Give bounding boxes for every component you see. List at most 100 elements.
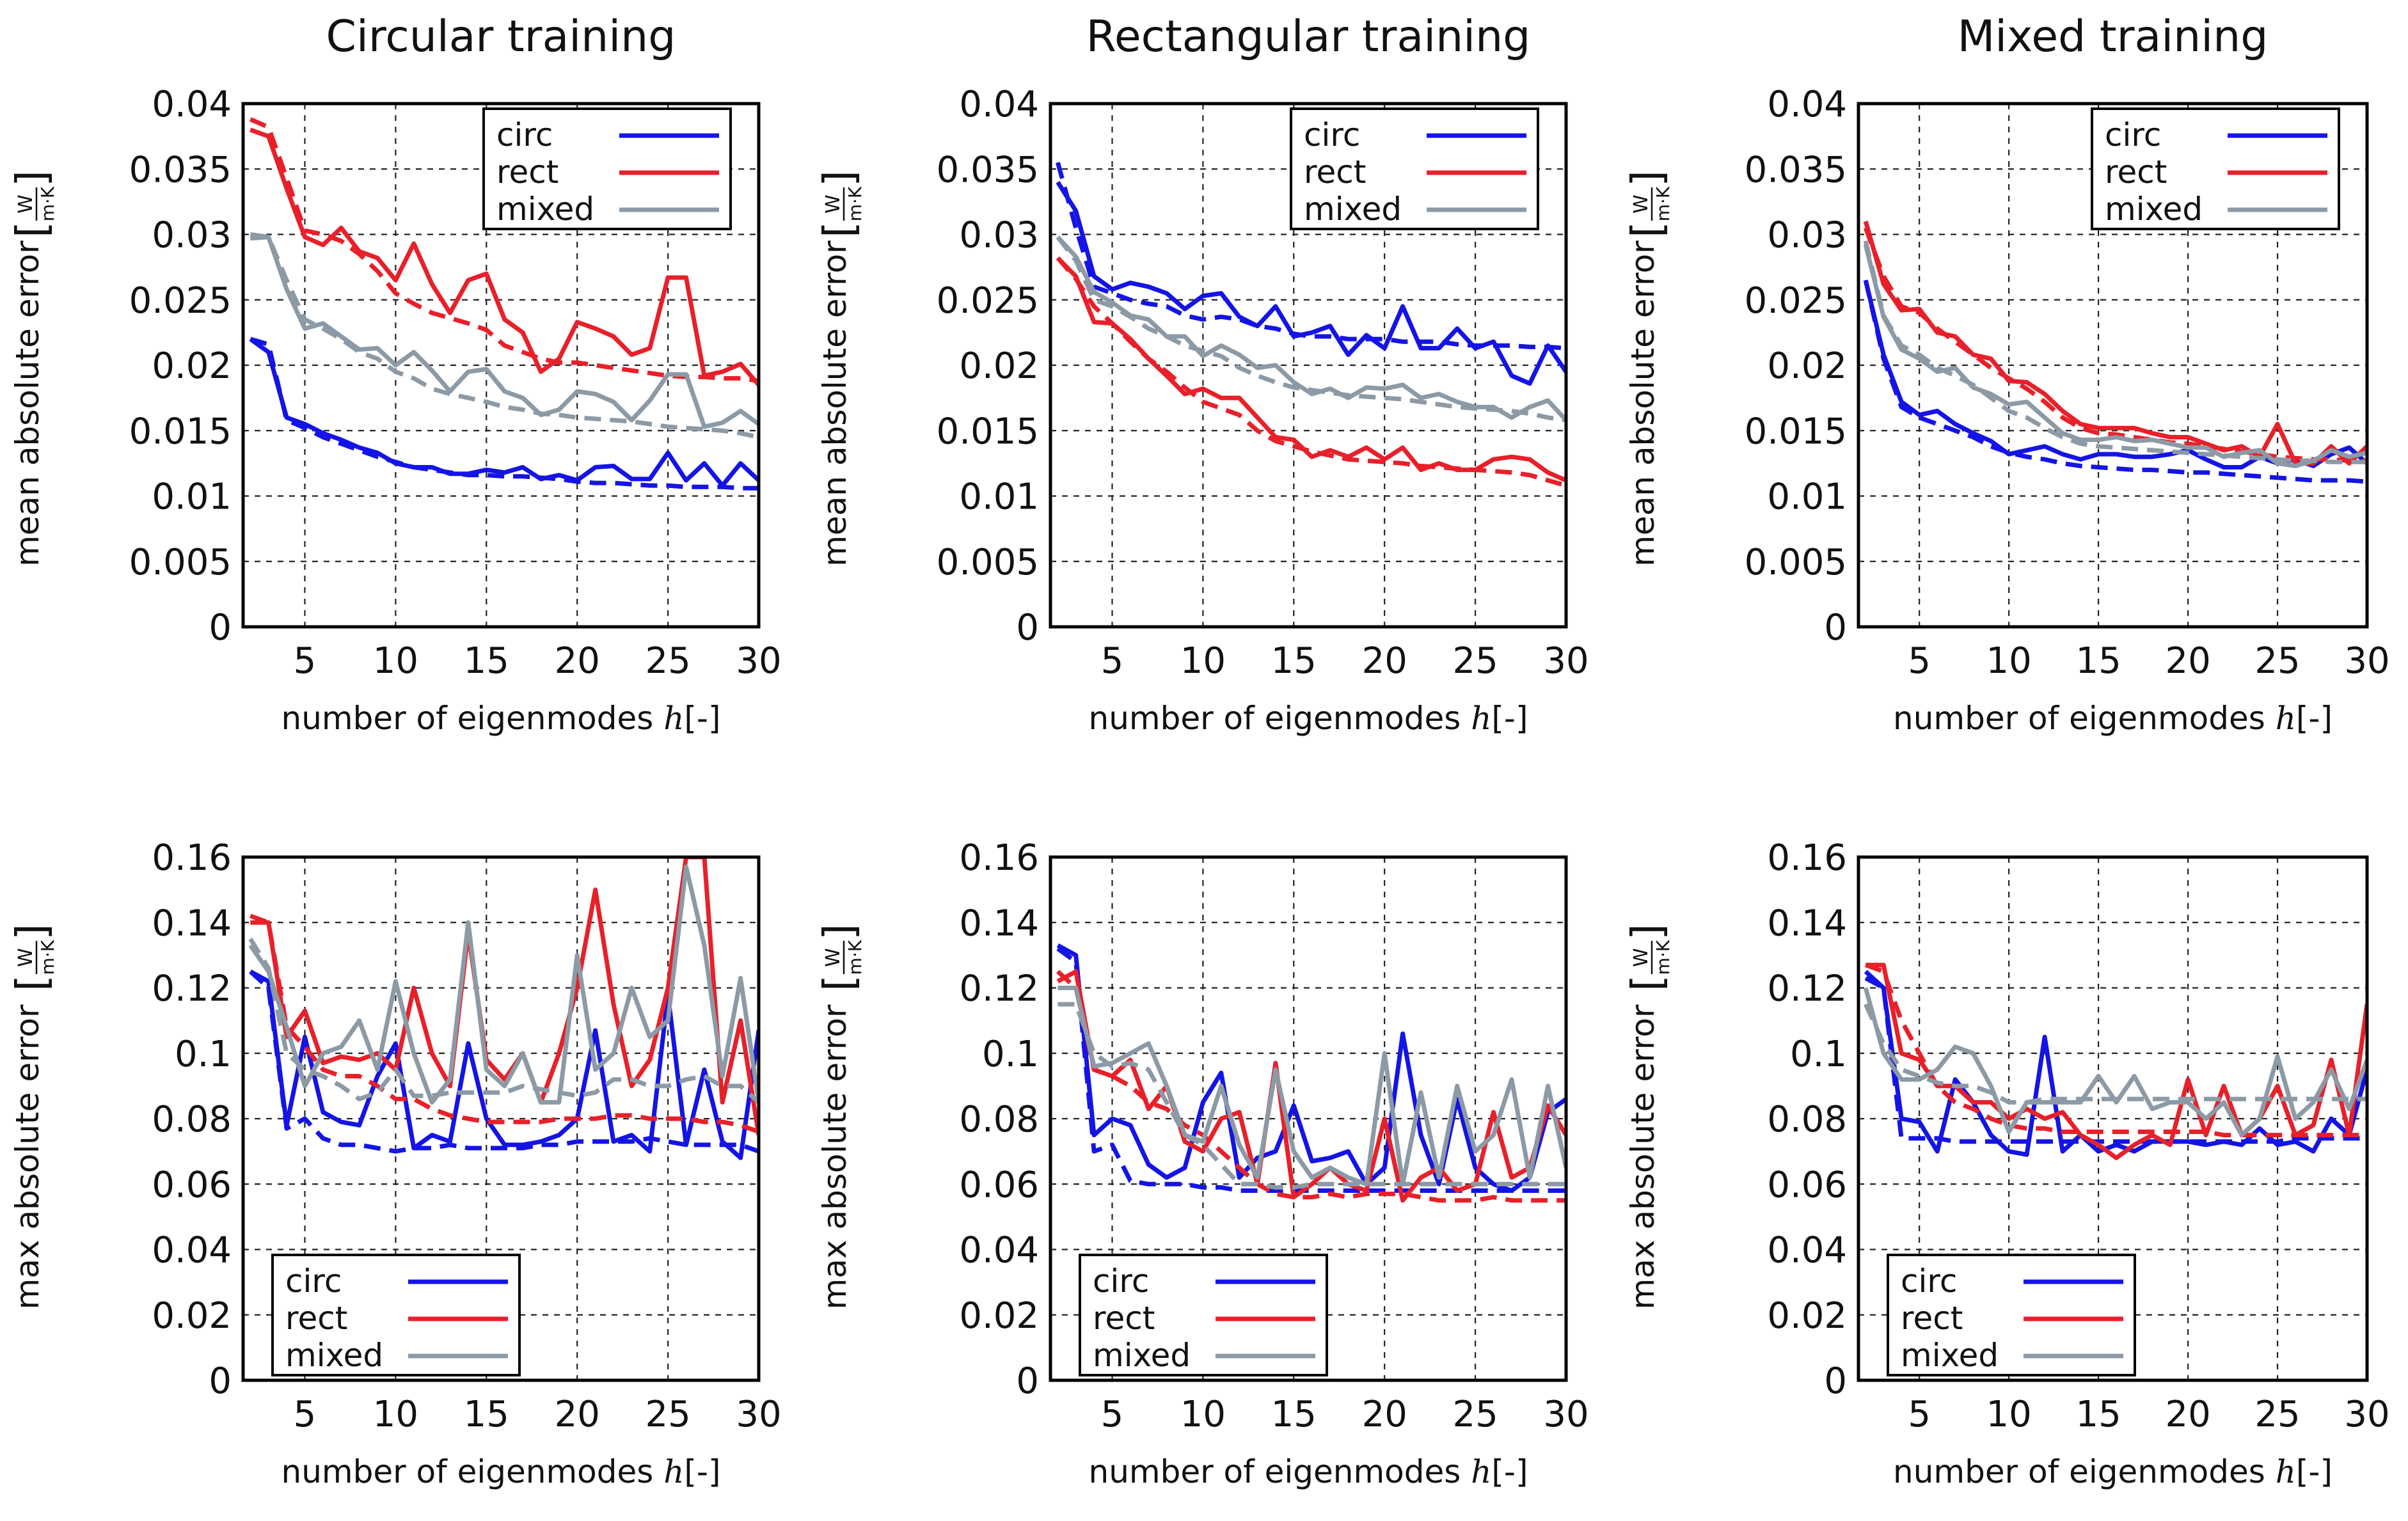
plot-frame bbox=[241, 855, 761, 1382]
series-line-mixed-solid bbox=[1863, 987, 2367, 1138]
y-axis-unit-numerator: W bbox=[822, 194, 844, 214]
series-line-rect-dashed bbox=[250, 913, 759, 1134]
y-tick-label: 0.025 bbox=[129, 280, 232, 322]
legend-label-circ: circ bbox=[285, 1263, 342, 1300]
x-axis-label-unit: [-] bbox=[1491, 700, 1528, 737]
x-tick-label: 30 bbox=[1543, 1394, 1588, 1435]
x-axis-label-unit: [-] bbox=[684, 700, 720, 737]
x-tick-label: 10 bbox=[1986, 640, 2032, 682]
y-tick-label: 0.015 bbox=[129, 411, 232, 452]
y-axis-label-text: max absolute error bbox=[9, 1004, 46, 1309]
y-tick-label: 0.04 bbox=[152, 1230, 232, 1272]
legend-label-mixed: mixed bbox=[1093, 1337, 1191, 1374]
y-axis-unit-bracket-close: ] bbox=[7, 924, 56, 940]
x-tick-label: 25 bbox=[2254, 640, 2300, 682]
y-tick-label: 0 bbox=[1824, 1360, 1847, 1402]
x-tick-label: 5 bbox=[294, 1394, 317, 1435]
y-tick-label: 0 bbox=[209, 607, 232, 649]
y-tick-label: 0.02 bbox=[152, 1295, 232, 1337]
y-tick-label: 0.08 bbox=[959, 1099, 1039, 1140]
x-axis-label-text: number of eigenmodes bbox=[1893, 700, 2276, 737]
series-line-circ-dashed bbox=[1056, 947, 1566, 1193]
x-tick-label: 20 bbox=[555, 1394, 600, 1435]
x-tick-label: 15 bbox=[464, 1394, 509, 1435]
y-axis-label-text: mean absolute error bbox=[816, 240, 853, 567]
x-axis-label-unit: [-] bbox=[2296, 700, 2333, 737]
chart-panel-1: Circular training 0 0.005 0.01 0.015 0.02 0.02… bbox=[7, 12, 782, 737]
series-line-mixed-dashed bbox=[1056, 235, 1566, 423]
x-axis-label-unit: [-] bbox=[1491, 1453, 1528, 1490]
x-axis-label-variable: h bbox=[1471, 700, 1491, 737]
plot-frame bbox=[1857, 855, 2369, 1382]
y-axis-unit-denominator: m·K bbox=[37, 940, 58, 975]
series-group bbox=[1056, 943, 1566, 1203]
y-tick-label: 0.035 bbox=[1745, 149, 1847, 191]
y-axis-unit-bracket-open: [ bbox=[1622, 221, 1672, 238]
series-line-circ-dashed bbox=[1864, 976, 2367, 1144]
series-line-circ-solid bbox=[1864, 970, 2367, 1157]
y-tick-label: 0.14 bbox=[959, 902, 1039, 944]
chart-panel-4: 0 0.02 0.04 0.06 0.08 0.1 0.12 0.14 0.16 5 10 15 20 2… bbox=[7, 837, 782, 1490]
x-tick-label: 20 bbox=[555, 640, 600, 682]
y-axis-unit-bracket-open: [ bbox=[1622, 975, 1672, 991]
chart-panel-5: 0 0.02 0.04 0.06 0.08 0.1 0.12 0.14 0.16 5 10 15 20 2… bbox=[814, 837, 1589, 1490]
chart-panel-6: 0 0.02 0.04 0.06 0.08 0.1 0.12 0.14 0.16 5 10 15 20 2… bbox=[1622, 837, 2390, 1490]
series-group bbox=[1056, 162, 1566, 488]
x-axis-label-variable: h bbox=[2276, 700, 2296, 737]
x-tick-label: 5 bbox=[1101, 1394, 1124, 1435]
y-tick-label: 0.02 bbox=[1767, 345, 1847, 387]
plot-frame bbox=[1049, 102, 1568, 629]
legend-label-rect: rect bbox=[496, 154, 558, 191]
y-axis-unit-bracket-open: [ bbox=[814, 221, 864, 238]
series-line-mixed-solid bbox=[1863, 244, 2367, 468]
y-tick-label: 0.04 bbox=[1767, 84, 1847, 125]
x-tick-label: 10 bbox=[373, 640, 418, 682]
x-axis-label: number of eigenmodes h[-] bbox=[281, 1453, 721, 1490]
series-line-rect-dashed bbox=[1865, 963, 2367, 1138]
y-axis-label: mean absolute error [] W m·K bbox=[814, 170, 866, 567]
series-line-circ-dashed bbox=[1056, 162, 1566, 351]
legend-label-mixed: mixed bbox=[2105, 191, 2203, 228]
x-tick-label: 5 bbox=[294, 640, 317, 682]
x-axis-label: number of eigenmodes h[-] bbox=[281, 700, 721, 737]
y-tick-label: 0.16 bbox=[152, 837, 232, 879]
chart-title: Mixed training bbox=[1958, 12, 2269, 62]
series-line-mixed-solid bbox=[248, 864, 759, 1105]
series-line-rect-solid bbox=[1863, 221, 2367, 466]
legend-label-mixed: mixed bbox=[1901, 1337, 1999, 1374]
y-tick-label: 0.02 bbox=[152, 345, 232, 387]
x-tick-label: 10 bbox=[1180, 1394, 1226, 1435]
y-tick-label: 0.01 bbox=[1767, 477, 1847, 518]
x-tick-label: 5 bbox=[1908, 1394, 1931, 1435]
y-tick-label: 0.005 bbox=[937, 542, 1039, 583]
x-tick-label: 30 bbox=[2344, 1394, 2389, 1435]
series-line-rect-solid bbox=[1056, 969, 1566, 1203]
y-axis-label: max absolute error [] W m·K bbox=[1622, 924, 1674, 1309]
y-tick-label: 0.04 bbox=[959, 1230, 1039, 1272]
y-axis-label-text: mean absolute error bbox=[9, 240, 46, 567]
x-tick-label: 10 bbox=[1986, 1394, 2032, 1435]
x-axis-label-variable: h bbox=[2276, 1453, 2296, 1490]
plot-frame bbox=[241, 102, 761, 629]
y-tick-label: 0.08 bbox=[152, 1099, 232, 1140]
chart-title: Rectangular training bbox=[1086, 12, 1531, 62]
y-tick-label: 0.01 bbox=[152, 477, 232, 518]
x-tick-label: 20 bbox=[1362, 1394, 1407, 1435]
y-axis-unit-numerator: W bbox=[822, 948, 844, 967]
x-axis-label: number of eigenmodes h[-] bbox=[1893, 700, 2333, 737]
y-tick-label: 0.02 bbox=[1767, 1295, 1847, 1337]
y-axis-unit-bracket-close: ] bbox=[1622, 924, 1672, 940]
y-tick-label: 0.06 bbox=[1767, 1164, 1847, 1206]
y-tick-label: 0.02 bbox=[959, 345, 1039, 387]
series-line-mixed-solid bbox=[250, 232, 759, 429]
y-tick-label: 0.005 bbox=[129, 542, 232, 583]
plot-frame bbox=[1857, 102, 2369, 629]
x-axis-label: number of eigenmodes h[-] bbox=[1893, 1453, 2333, 1490]
y-tick-label: 0.015 bbox=[937, 411, 1039, 452]
chart-panel-3: Mixed training 0 0.005 0.01 0.015 0.02 0.025 0.… bbox=[1622, 12, 2390, 737]
x-axis-label-text: number of eigenmodes bbox=[281, 700, 664, 737]
y-axis-unit-bracket-open: [ bbox=[7, 975, 56, 991]
y-axis-label-text: max absolute error bbox=[1624, 1004, 1661, 1309]
